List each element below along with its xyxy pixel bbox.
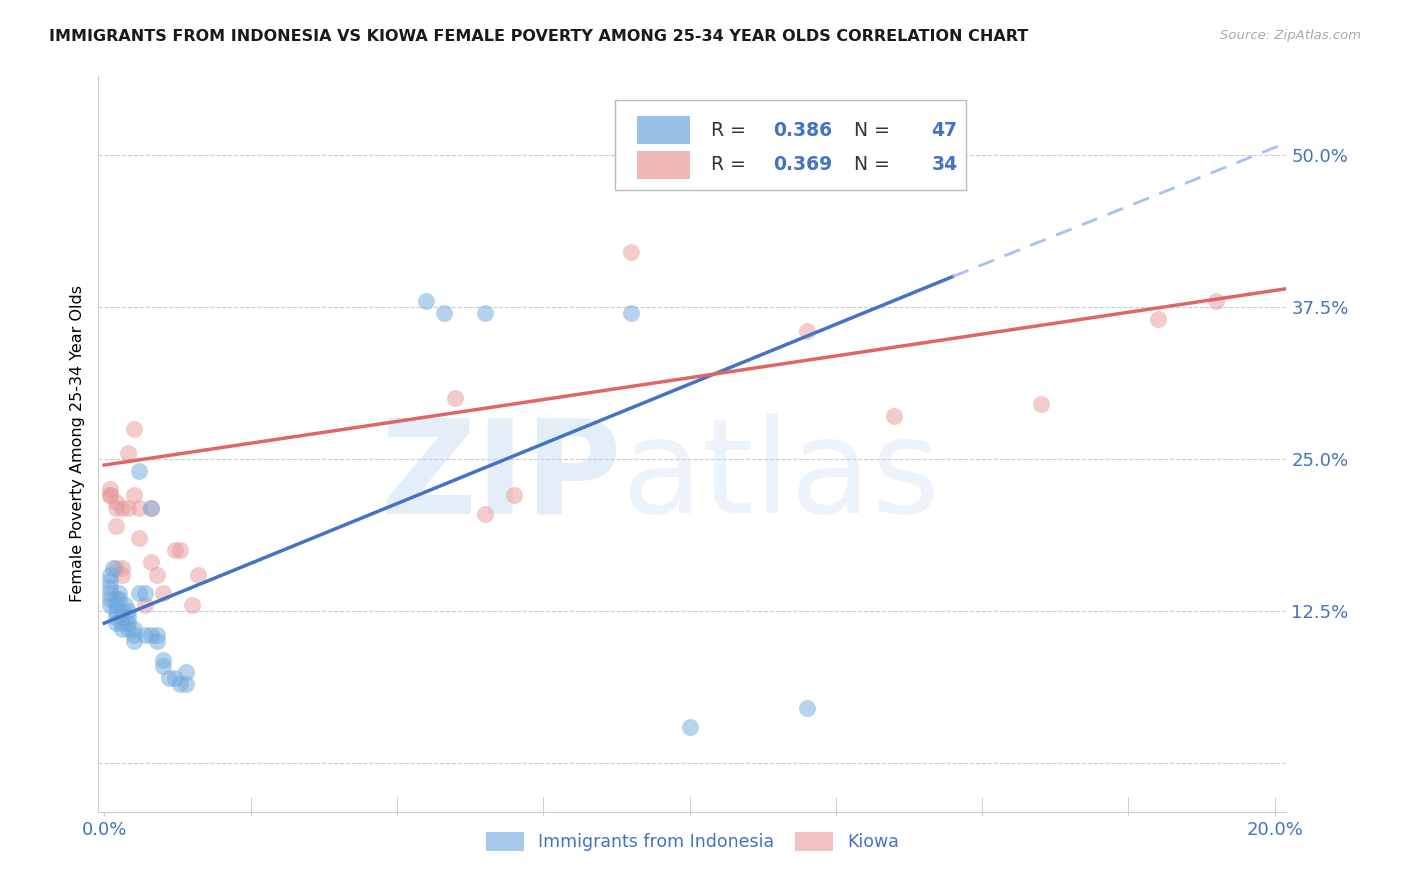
Point (169, 543, 191, 558)
Point (104, 610, 127, 624)
Point (122, 634, 145, 648)
Point (128, 586, 150, 600)
Point (433, 306, 456, 320)
Point (122, 622, 145, 636)
Point (101, 561, 124, 575)
Point (104, 500, 127, 515)
Point (134, 586, 156, 600)
Point (796, 324, 818, 338)
Point (139, 500, 162, 515)
Point (104, 604, 127, 618)
Point (620, 245, 643, 260)
Point (415, 293, 437, 308)
Point (98, 488, 121, 502)
Text: atlas: atlas (621, 413, 941, 541)
Point (152, 653, 174, 667)
Point (111, 561, 134, 575)
Point (104, 591, 127, 606)
Bar (637, 151, 690, 178)
Point (474, 507, 496, 521)
Point (122, 488, 145, 502)
Text: IMMIGRANTS FROM INDONESIA VS KIOWA FEMALE POVERTY AMONG 25-34 YEAR OLDS CORRELAT: IMMIGRANTS FROM INDONESIA VS KIOWA FEMAL… (49, 29, 1028, 44)
Point (1029, 397, 1052, 411)
Point (503, 488, 526, 502)
Point (157, 671, 180, 685)
Point (128, 531, 150, 545)
Point (114, 598, 136, 612)
Point (98, 483, 121, 497)
Point (104, 616, 127, 631)
Point (128, 500, 150, 515)
Point (104, 519, 127, 533)
Point (117, 610, 139, 624)
Point (152, 586, 174, 600)
Point (111, 567, 134, 582)
Point (187, 567, 209, 582)
Point (111, 616, 134, 631)
Point (98, 567, 121, 582)
Point (108, 591, 131, 606)
Point (152, 658, 174, 673)
Point (678, 720, 700, 734)
Text: R =: R = (711, 120, 752, 140)
Text: 0.369: 0.369 (773, 155, 832, 174)
Point (474, 306, 496, 320)
Point (98, 580, 121, 594)
Point (104, 598, 127, 612)
Text: ZIP: ZIP (380, 413, 621, 541)
Point (134, 628, 156, 642)
Text: R =: R = (711, 155, 752, 174)
Point (1146, 312, 1168, 326)
Point (104, 494, 127, 508)
Point (169, 677, 191, 691)
Point (98, 591, 121, 606)
Point (111, 604, 134, 618)
Point (174, 665, 197, 679)
Point (146, 628, 169, 642)
Point (104, 561, 127, 575)
Point (117, 500, 139, 515)
Point (146, 567, 169, 582)
Point (111, 622, 134, 636)
Point (146, 634, 169, 648)
Point (98, 574, 121, 588)
Point (108, 586, 131, 600)
Y-axis label: Female Poverty Among 25-34 Year Olds: Female Poverty Among 25-34 Year Olds (69, 285, 84, 602)
Point (98, 488, 121, 502)
Point (139, 555, 162, 569)
Text: N =: N = (837, 155, 896, 174)
Point (163, 543, 186, 558)
Point (163, 671, 186, 685)
Point (139, 628, 162, 642)
Text: 0.386: 0.386 (773, 120, 832, 140)
Legend: Immigrants from Indonesia, Kiowa: Immigrants from Indonesia, Kiowa (479, 825, 905, 858)
Point (117, 604, 139, 618)
FancyBboxPatch shape (616, 100, 966, 190)
Text: 47: 47 (931, 120, 957, 140)
Point (117, 622, 139, 636)
Point (122, 628, 145, 642)
Point (128, 464, 150, 478)
Point (98, 598, 121, 612)
Point (122, 421, 145, 435)
Text: 34: 34 (931, 155, 957, 174)
Point (111, 610, 134, 624)
Bar (637, 116, 690, 145)
Text: Source: ZipAtlas.com: Source: ZipAtlas.com (1220, 29, 1361, 42)
Text: N =: N = (837, 120, 896, 140)
Point (117, 446, 139, 460)
Point (139, 500, 162, 515)
Point (98, 586, 121, 600)
Point (111, 500, 134, 515)
Point (1205, 293, 1227, 308)
Point (134, 598, 156, 612)
Point (181, 598, 204, 612)
Point (796, 701, 818, 715)
Point (174, 677, 197, 691)
Point (883, 409, 905, 424)
Point (444, 391, 467, 405)
Point (620, 306, 643, 320)
Point (117, 616, 139, 631)
